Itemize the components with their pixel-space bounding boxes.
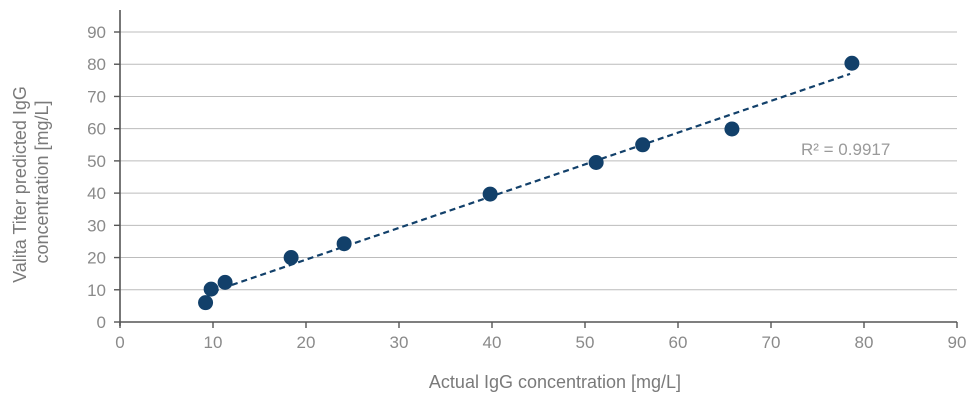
y-axis-title-line-1: Valita Titer predicted IgG	[10, 86, 30, 283]
y-axis-title: Valita Titer predicted IgG concentration…	[10, 81, 52, 283]
x-axis-title: Actual IgG concentration [mg/L]	[429, 372, 681, 392]
x-tick-label-80: 80	[855, 333, 874, 352]
x-tick-label-0: 0	[115, 333, 124, 352]
data-point	[588, 155, 604, 170]
x-tick-label-50: 50	[576, 333, 595, 352]
y-tick-label-40: 40	[87, 184, 106, 203]
tick-labels: 0 10 20 30 40 50 60 70 80 90 0 10 20 30 40 50 60 70 80 90	[87, 23, 966, 352]
x-tick-label-20: 20	[297, 333, 316, 352]
data-point	[635, 137, 651, 153]
y-tick-label-70: 70	[87, 87, 106, 106]
data-point	[217, 274, 233, 290]
y-tick-label-90: 90	[87, 23, 106, 42]
r-squared-label: R² = 0.9917	[801, 140, 890, 159]
x-tick-label-30: 30	[390, 333, 409, 352]
y-axis-title-line-2: concentration [mg/L]	[32, 100, 52, 263]
data-points	[198, 55, 860, 311]
data-point	[844, 55, 860, 71]
axes	[114, 10, 958, 328]
y-tick-label-50: 50	[87, 152, 106, 171]
x-tick-label-90: 90	[948, 333, 967, 352]
data-point	[336, 236, 352, 252]
y-tick-label-20: 20	[87, 249, 106, 268]
data-point	[283, 250, 299, 266]
y-tick-label-80: 80	[87, 55, 106, 74]
data-point	[203, 281, 219, 297]
x-tick-label-70: 70	[762, 333, 781, 352]
svg-text:Valita Titer predicted IgG: Valita Titer predicted IgG concentration…	[10, 81, 52, 283]
y-tick-label-10: 10	[87, 281, 106, 300]
data-point	[482, 186, 498, 202]
y-tick-label-30: 30	[87, 216, 106, 235]
y-tick-label-60: 60	[87, 120, 106, 139]
x-tick-label-40: 40	[483, 333, 502, 352]
trendline	[212, 72, 851, 293]
y-tick-label-0: 0	[97, 313, 106, 332]
trendline-group	[212, 72, 851, 293]
x-tick-label-60: 60	[669, 333, 688, 352]
data-point	[198, 295, 214, 311]
x-tick-label-10: 10	[204, 333, 223, 352]
data-point	[724, 121, 740, 137]
grid-lines	[120, 31, 957, 291]
